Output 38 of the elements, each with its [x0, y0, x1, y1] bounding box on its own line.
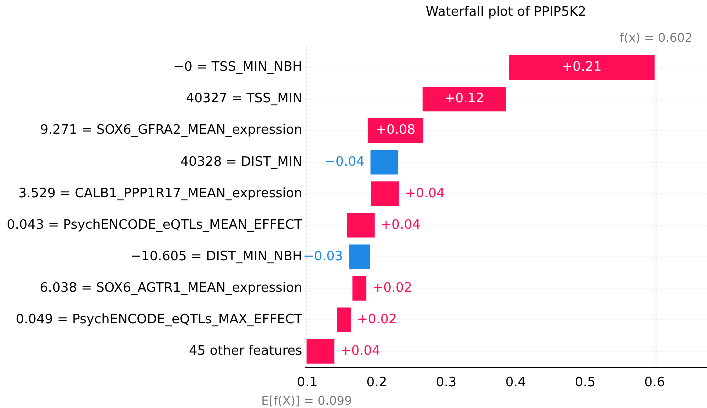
data-label: −0.04	[324, 154, 365, 170]
y-tick-label: −10.605 = DIST_MIN_NBH	[130, 249, 302, 264]
bar	[352, 276, 367, 301]
bar	[306, 339, 335, 364]
y-tick-label: 45 other features	[189, 344, 303, 360]
data-label: +0.08	[376, 123, 416, 138]
data-label: +0.21	[562, 60, 602, 76]
bar	[347, 213, 375, 238]
data-label: +0.12	[444, 92, 484, 107]
x-tick-label: 0.5	[575, 376, 596, 391]
y-tick-label: 0.049 = PsychENCODE_eQTLs_MAX_EFFECT	[16, 312, 302, 328]
y-tick-label: 0.043 = PsychENCODE_eQTLs_MEAN_EFFECT	[6, 218, 302, 233]
data-label: +0.02	[372, 280, 412, 296]
y-tick-label: 3.529 = CALB1_PPP1R17_MEAN_expression	[18, 186, 302, 202]
data-label: −0.03	[303, 249, 344, 264]
x-tick-label: 0.1	[297, 376, 318, 391]
ref-line-label: E[f(X)] = 0.099	[261, 394, 352, 408]
x-tick-label: 0.6	[644, 376, 666, 391]
y-tick-label: 40327 = TSS_MIN	[186, 92, 302, 107]
x-tick-label: 0.4	[506, 376, 526, 391]
bar	[371, 182, 400, 206]
y-tick-label: −0 = TSS_MIN_NBH	[173, 60, 302, 76]
y-tick-label: 6.038 = SOX6_AGTR1_MEAN_expression	[40, 280, 302, 296]
chart-title: Waterfall plot of PPIP5K2	[426, 5, 586, 20]
bar	[349, 244, 370, 270]
data-label: +0.04	[405, 186, 446, 202]
bar	[509, 55, 655, 80]
data-label: +0.04	[380, 218, 421, 233]
bar	[337, 308, 352, 332]
y-tick-label: 40328 = DIST_MIN	[180, 154, 302, 170]
bar	[422, 87, 506, 112]
bar	[370, 150, 399, 175]
ref-line-label: f(x) = 0.602	[620, 31, 693, 45]
data-label: +0.04	[340, 344, 380, 360]
data-label: +0.02	[357, 312, 398, 328]
x-tick-label: 0.2	[366, 376, 388, 391]
y-tick-label: 9.271 = SOX6_GFRA2_MEAN_expression	[40, 123, 302, 138]
x-tick-label: 0.3	[436, 376, 457, 391]
